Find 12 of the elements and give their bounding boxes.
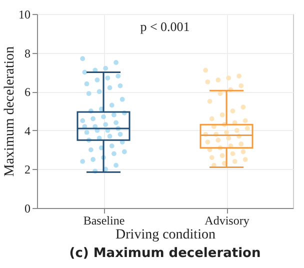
x-tick-label: Baseline: [83, 214, 125, 228]
y-tick-label: 6: [24, 85, 30, 100]
y-tick-label: 2: [24, 162, 30, 177]
x-axis-title: Driving condition: [116, 228, 216, 242]
y-tick-label: 0: [24, 202, 30, 216]
y-axis-title: Maximum deceleration: [2, 46, 18, 177]
y-tick-label: 10: [18, 8, 30, 22]
y-tick-label: 8: [24, 46, 30, 60]
x-tick-label: Advisory: [204, 214, 250, 228]
annotation: p < 0.001: [140, 19, 190, 34]
text: (c) Maximum deceleration: [69, 246, 261, 261]
y-tick-label: 4: [24, 124, 30, 138]
